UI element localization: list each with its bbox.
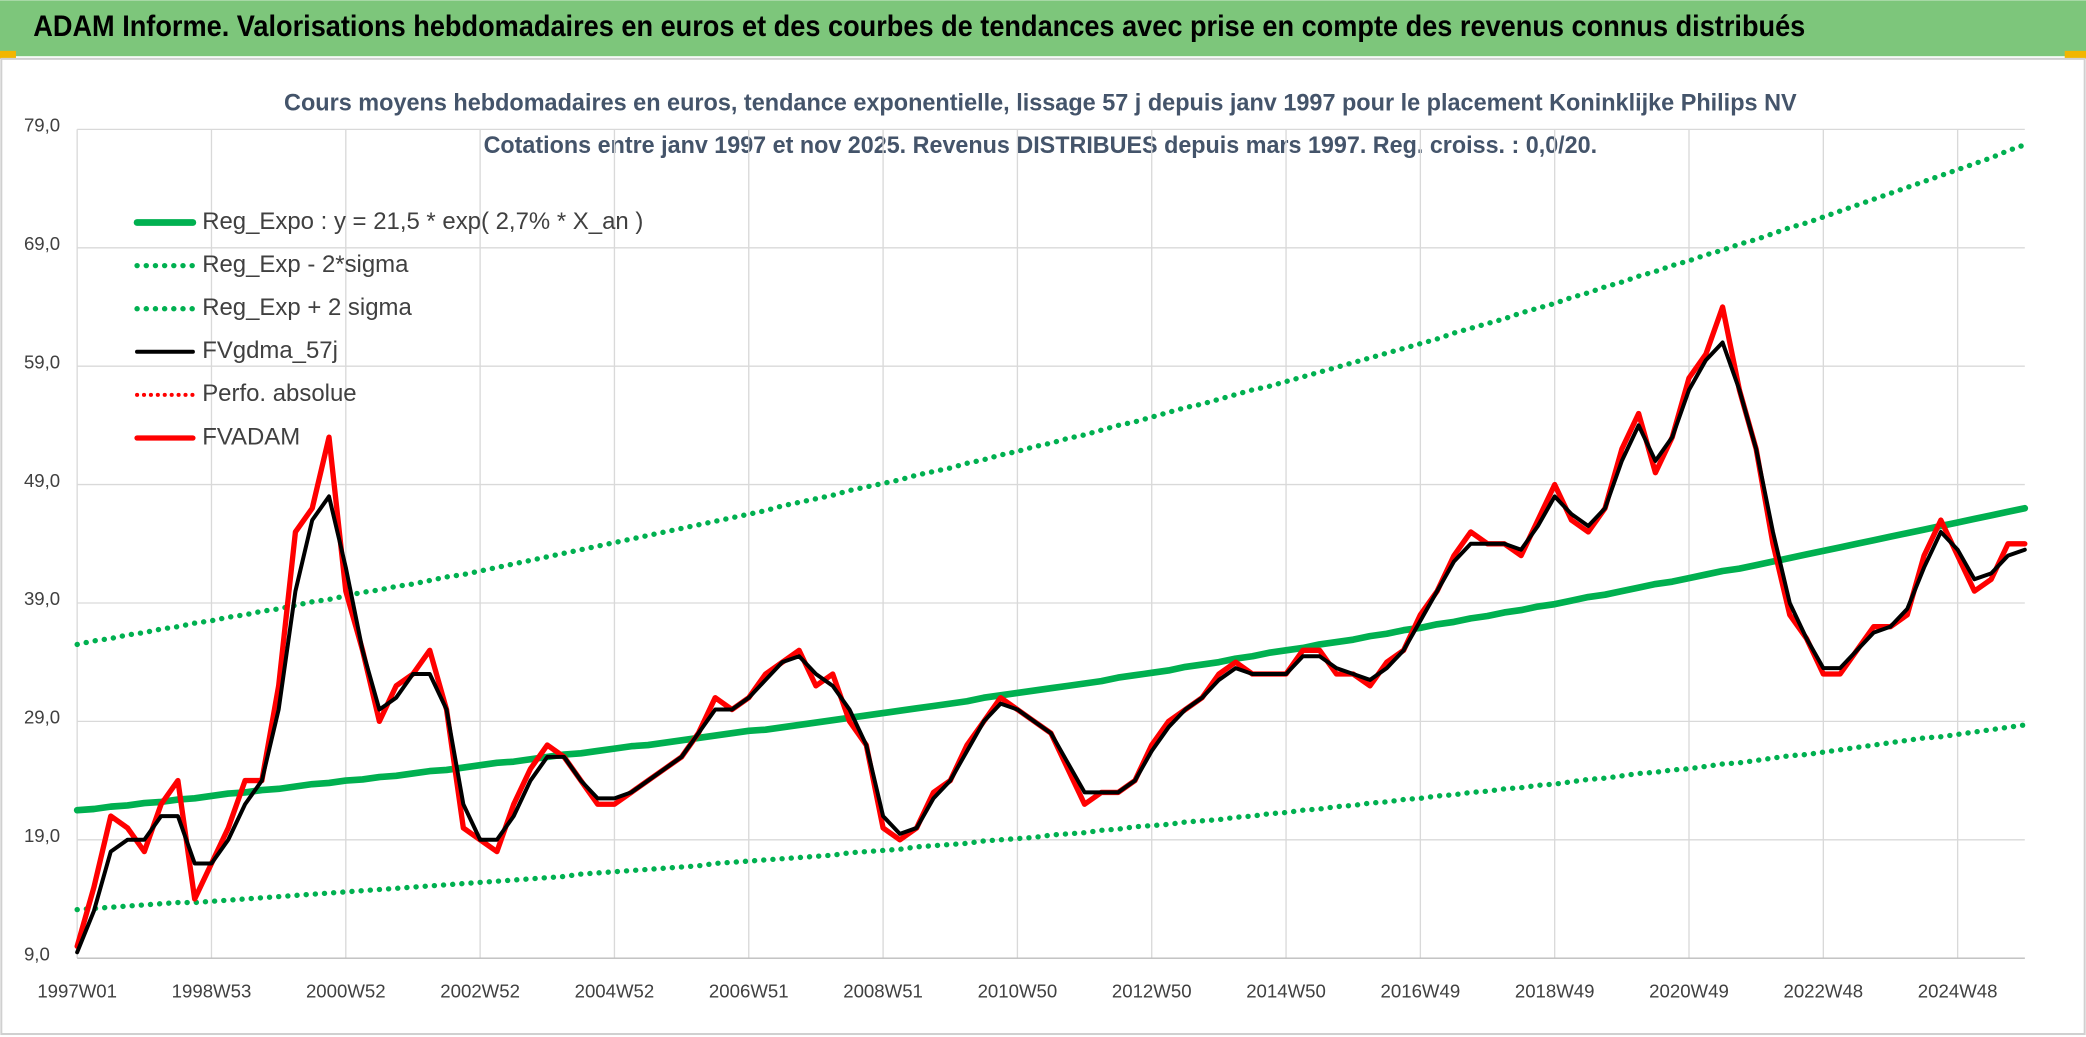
- x-tick-label: 2014W50: [1246, 981, 1326, 1002]
- header-title: ADAM Informe. Valorisations hebdomadaire…: [33, 11, 1805, 43]
- y-tick-label: 29,0: [24, 707, 60, 728]
- x-tick-label: 2002W52: [440, 981, 520, 1002]
- series-line: [74, 142, 2028, 648]
- series-line: [75, 340, 2027, 955]
- legend-label: Reg_Exp + 2 sigma: [202, 294, 412, 321]
- x-tick-label: 1998W53: [172, 981, 252, 1002]
- legend-label: FVgdma_57j: [202, 337, 338, 364]
- header-band: [0, 0, 2086, 57]
- x-tick-label: 2022W48: [1783, 981, 1863, 1002]
- x-tick-label: 2008W51: [843, 981, 923, 1002]
- series-line: [73, 504, 2029, 814]
- plot: [73, 142, 2029, 955]
- x-tick-label: 2024W48: [1918, 981, 1998, 1002]
- x-tick-label: 2004W52: [575, 981, 655, 1002]
- frame: [0, 57, 2086, 1036]
- x-tick-label: 2010W50: [978, 981, 1058, 1002]
- y-tick-label: 79,0: [24, 115, 60, 136]
- legend-label: FVADAM: [202, 423, 300, 450]
- x-tick-label: 1997W01: [37, 981, 117, 1002]
- legend-label: Reg_Exp - 2*sigma: [202, 251, 409, 278]
- x-tick-label: 2020W49: [1649, 981, 1729, 1002]
- y-tick-label: 59,0: [24, 351, 60, 372]
- x-tick-label: 2000W52: [306, 981, 386, 1002]
- corner-mark: [0, 50, 16, 59]
- y-tick-label: 69,0: [24, 233, 60, 254]
- x-tick-label: 2006W51: [709, 981, 789, 1002]
- corner-mark: [2064, 50, 2086, 59]
- legend: Reg_Expo : y = 21,5 * exp( 2,7% * X_an )…: [133, 208, 643, 450]
- x-tick-label: 2016W49: [1381, 981, 1461, 1002]
- grid: 9,0 19,0 29,0 39,0 49,0 59,0 69,0 79,0 1997W01 19…: [24, 115, 2025, 1002]
- y-tick-label: 19,0: [24, 825, 60, 846]
- legend-label: Perfo. absolue: [202, 380, 356, 407]
- y-tick-label: 9,0: [24, 943, 50, 964]
- y-tick-label: 39,0: [24, 588, 60, 609]
- x-tick-label: 2018W49: [1515, 981, 1595, 1002]
- chart-subtitle: Cours moyens hebdomadaires en euros, ten…: [284, 89, 1797, 116]
- y-tick-label: 49,0: [24, 470, 60, 491]
- legend-label: Reg_Expo : y = 21,5 * exp( 2,7% * X_an ): [202, 208, 643, 235]
- x-tick-label: 2012W50: [1112, 981, 1192, 1002]
- chart-subtitle: Cotations entre janv 1997 et nov 2025. R…: [484, 132, 1598, 159]
